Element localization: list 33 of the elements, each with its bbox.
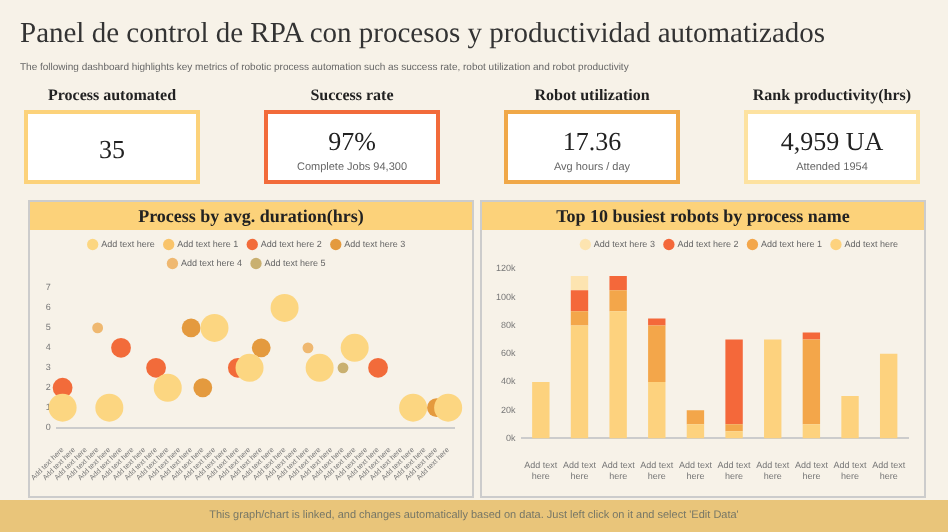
text: 4,959 UA [780, 126, 884, 156]
bar [648, 381, 666, 439]
category-label: Rank productivity(hrs) [750, 86, 914, 104]
bar [802, 332, 821, 340]
bar [879, 353, 898, 439]
category-label: Process automated [45, 86, 179, 104]
bar [725, 424, 743, 432]
bar [725, 431, 743, 439]
bar [570, 311, 589, 326]
bar [570, 325, 589, 439]
category-label: Robot utilization [532, 86, 652, 104]
bar [609, 290, 627, 312]
text: 97% [328, 126, 376, 156]
bar [648, 318, 666, 326]
bar [802, 424, 821, 439]
bar [532, 381, 550, 439]
bar [570, 290, 589, 312]
chart-title: Process by avg. duration(hrs) [30, 202, 472, 230]
bar [686, 424, 705, 439]
bar [802, 339, 821, 425]
bar [570, 276, 589, 291]
bar [841, 396, 859, 439]
bar [764, 339, 782, 439]
text: Panel de control de RPA con procesos y productividad automatizados [20, 18, 826, 52]
bar [725, 339, 743, 425]
chart-title: Top 10 busiest robots by process name [482, 202, 924, 230]
text: 17.36 [562, 126, 622, 156]
bar [609, 311, 627, 439]
category-label: Success rate [308, 86, 396, 104]
bar [686, 410, 705, 425]
text: 35 [99, 134, 125, 164]
bar [648, 325, 666, 382]
bar [609, 276, 627, 291]
